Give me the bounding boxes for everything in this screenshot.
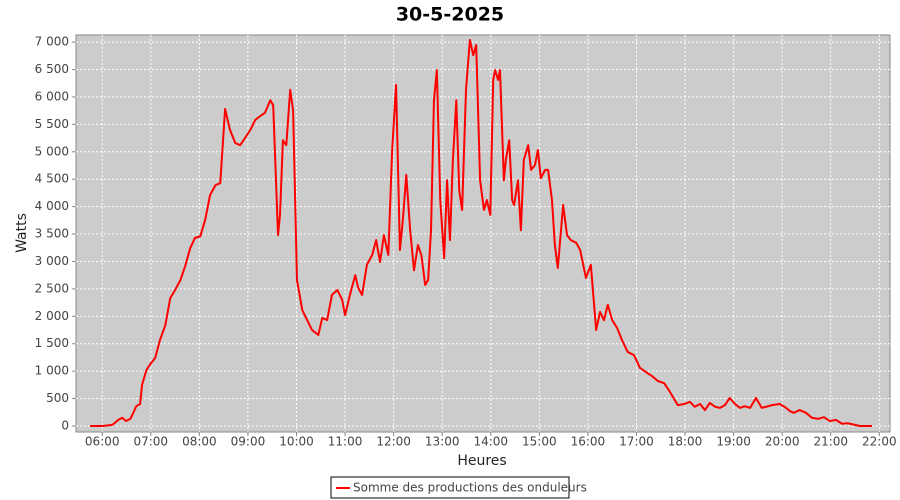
x-tick-label: 10:00 — [279, 435, 314, 449]
x-tick-label: 18:00 — [668, 435, 703, 449]
y-tick-label: 3 000 — [35, 254, 69, 268]
y-tick-label: 7 000 — [35, 35, 69, 49]
y-tick-label: 2 000 — [35, 309, 69, 323]
x-axis-label: Heures — [457, 453, 506, 469]
legend-box — [330, 476, 570, 499]
y-tick-label: 500 — [46, 391, 69, 405]
x-tick-label: 08:00 — [182, 435, 217, 449]
y-tick-label: 0 — [61, 418, 69, 432]
chart-title: 30-5-2025 — [396, 4, 504, 26]
data-line — [90, 38, 873, 427]
x-tick-label: 07:00 — [133, 435, 168, 449]
x-tick-label: 21:00 — [813, 435, 848, 449]
y-tick-label: 1 500 — [35, 336, 69, 350]
y-tick-label: 3 500 — [35, 227, 69, 241]
x-tick-label: 12:00 — [376, 435, 411, 449]
x-tick-label: 13:00 — [425, 435, 460, 449]
x-tick-label: 20:00 — [765, 435, 800, 449]
y-tick-label: 6 000 — [35, 89, 69, 103]
x-tick-label: 16:00 — [571, 435, 606, 449]
x-tick-label: 09:00 — [231, 435, 266, 449]
y-tick-label: 2 500 — [35, 281, 69, 295]
y-tick-label: 4 500 — [35, 172, 69, 186]
x-tick-label: 15:00 — [522, 435, 557, 449]
x-tick-label: 06:00 — [85, 435, 120, 449]
y-tick-label: 6 500 — [35, 62, 69, 76]
y-axis-label: Watts — [14, 213, 30, 253]
y-tick-label: 5 500 — [35, 117, 69, 131]
x-tick-label: 11:00 — [328, 435, 363, 449]
y-tick-label: 4 000 — [35, 199, 69, 213]
x-tick-label: 17:00 — [619, 435, 654, 449]
y-tick-label: 1 000 — [35, 364, 69, 378]
plot-area — [75, 34, 891, 433]
x-tick-label: 19:00 — [716, 435, 751, 449]
x-tick-label: 22:00 — [862, 435, 897, 449]
x-tick-label: 14:00 — [473, 435, 508, 449]
legend-label: Somme des productions des onduleurs — [353, 481, 587, 495]
y-tick-label: 5 000 — [35, 144, 69, 158]
